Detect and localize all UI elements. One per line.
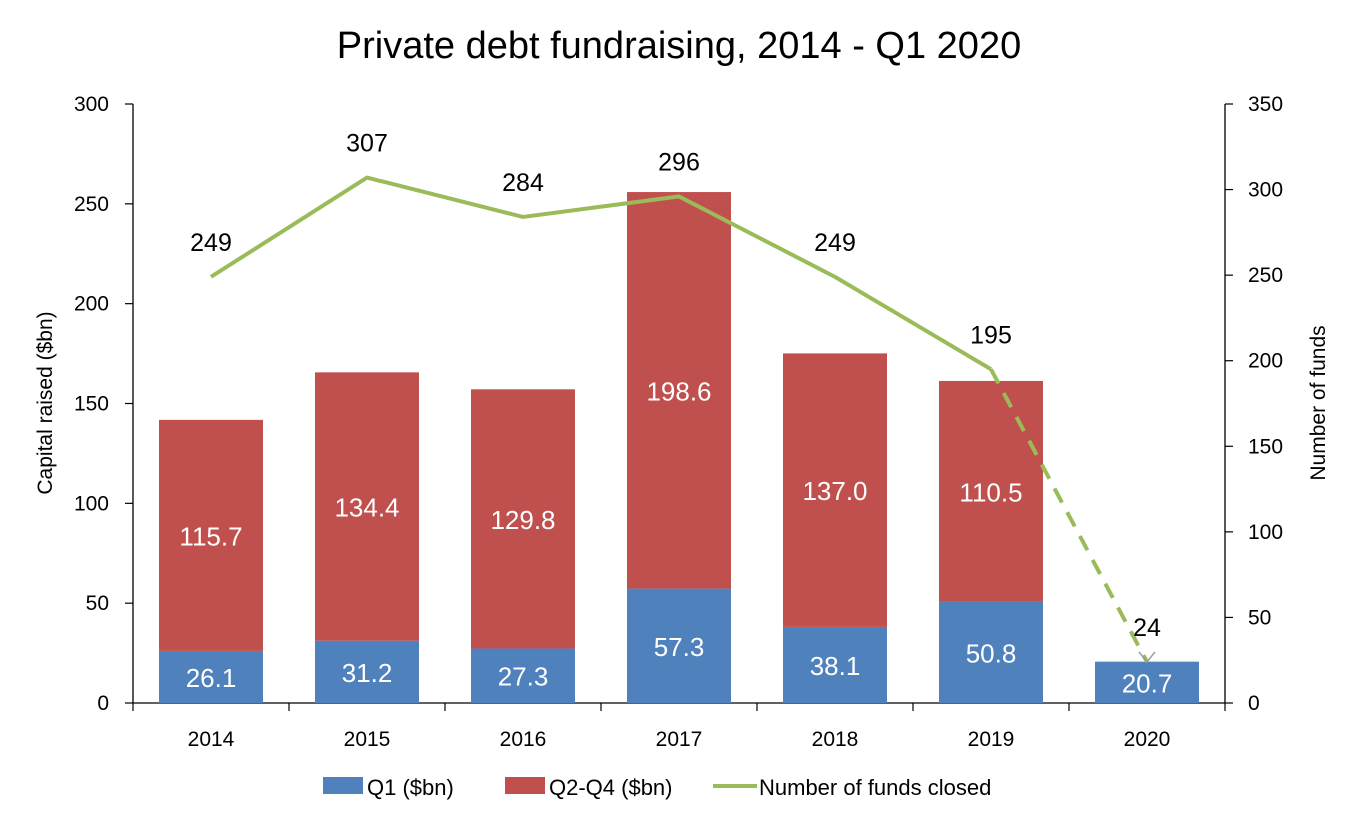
x-tick-label: 2018 bbox=[812, 728, 859, 751]
line-data-label: 249 bbox=[190, 229, 232, 257]
bars bbox=[159, 192, 1199, 703]
y-tick-label: 0 bbox=[97, 692, 109, 715]
line-data-label: 307 bbox=[346, 130, 388, 158]
y2-tick-label: 0 bbox=[1248, 692, 1260, 715]
y2-tick-label: 200 bbox=[1248, 350, 1283, 373]
legend-swatch bbox=[323, 777, 363, 794]
chart-title: Private debt fundraising, 2014 - Q1 2020 bbox=[337, 25, 1021, 67]
bar-data-label: 31.2 bbox=[342, 658, 393, 688]
bar-data-label: 26.1 bbox=[186, 663, 237, 693]
line-layer: 249 307 284 296 249 195 24 bbox=[190, 130, 1161, 664]
x-tick-label: 2020 bbox=[1124, 728, 1171, 751]
x-tick-label: 2015 bbox=[344, 728, 391, 751]
bar-q1-2015 bbox=[315, 640, 419, 703]
bar-data-label: 20.7 bbox=[1122, 668, 1173, 698]
bar-data-label: 110.5 bbox=[959, 477, 1022, 507]
line-data-label: 296 bbox=[658, 148, 700, 176]
y-tick-label: 50 bbox=[86, 592, 109, 615]
bar-data-label: 198.6 bbox=[646, 376, 711, 406]
y2-tick-label: 300 bbox=[1248, 179, 1283, 202]
y-axis-title: Capital raised ($bn) bbox=[34, 311, 57, 494]
line-number-of-funds-projection bbox=[989, 368, 1149, 663]
bar-data-label: 57.3 bbox=[654, 632, 705, 662]
bar-data-label: 134.4 bbox=[334, 493, 399, 523]
bar-labels: 26.1 115.7 31.2 134.4 27.3 129.8 57.3 198.6 38.1… bbox=[179, 376, 1172, 698]
y-tick-label: 200 bbox=[74, 293, 109, 316]
y2-axis-title: Number of funds bbox=[1307, 325, 1330, 480]
legend-swatch bbox=[505, 777, 545, 794]
legend-label: Number of funds closed bbox=[759, 775, 991, 800]
legend-label: Q1 ($bn) bbox=[367, 775, 454, 800]
line-data-label: 24 bbox=[1133, 614, 1161, 642]
line-data-label: 284 bbox=[502, 169, 544, 197]
bar-data-label: 27.3 bbox=[498, 662, 549, 692]
y-tick-label: 150 bbox=[74, 393, 109, 416]
bar-q1-2018 bbox=[783, 626, 887, 703]
bar-q2q4-2016 bbox=[471, 389, 575, 649]
y2-tick-label: 250 bbox=[1248, 264, 1283, 287]
line-number-of-funds bbox=[209, 175, 993, 371]
y2-tick-label: 350 bbox=[1248, 93, 1283, 116]
bar-q1-2016 bbox=[471, 648, 575, 703]
line-label-leader bbox=[1138, 651, 1156, 664]
bar-q1-2019 bbox=[939, 601, 1043, 703]
y-tick-label: 300 bbox=[74, 93, 109, 116]
y2-tick-label: 150 bbox=[1248, 435, 1283, 458]
bar-data-label: 38.1 bbox=[810, 651, 861, 681]
bar-q2q4-2019 bbox=[939, 380, 1043, 602]
bar-data-label: 129.8 bbox=[490, 505, 555, 535]
x-tick-label: 2017 bbox=[656, 728, 703, 751]
x-tick-label: 2014 bbox=[188, 728, 235, 751]
bar-data-label: 50.8 bbox=[966, 638, 1017, 668]
bar-q2q4-2017 bbox=[627, 192, 731, 589]
y2-tick-label: 100 bbox=[1248, 521, 1283, 544]
bar-q2q4-2015 bbox=[315, 372, 419, 641]
x-tick-label: 2019 bbox=[968, 728, 1015, 751]
bar-q1-2014 bbox=[159, 650, 263, 703]
bar-q2q4-2014 bbox=[159, 419, 263, 651]
legend: Q1 ($bn) Q2-Q4 ($bn) Number of funds close… bbox=[323, 775, 991, 800]
x-tick-label: 2016 bbox=[500, 728, 547, 751]
bar-q2q4-2018 bbox=[783, 353, 887, 627]
y-tick-label: 250 bbox=[74, 193, 109, 216]
bar-q1-2020 bbox=[1095, 661, 1199, 703]
legend-label: Q2-Q4 ($bn) bbox=[549, 775, 673, 800]
y-tick-label: 100 bbox=[74, 492, 109, 515]
line-data-label: 195 bbox=[970, 321, 1012, 349]
bar-data-label: 137.0 bbox=[802, 476, 867, 506]
bar-q1-2017 bbox=[627, 588, 731, 703]
bar-data-label: 115.7 bbox=[179, 521, 242, 551]
line-data-label: 249 bbox=[814, 229, 856, 257]
y2-tick-label: 50 bbox=[1248, 606, 1271, 629]
axes: 0 50 100 150 200 250 300 0 50 100 150 200 250 300 350 2… bbox=[34, 93, 1330, 751]
